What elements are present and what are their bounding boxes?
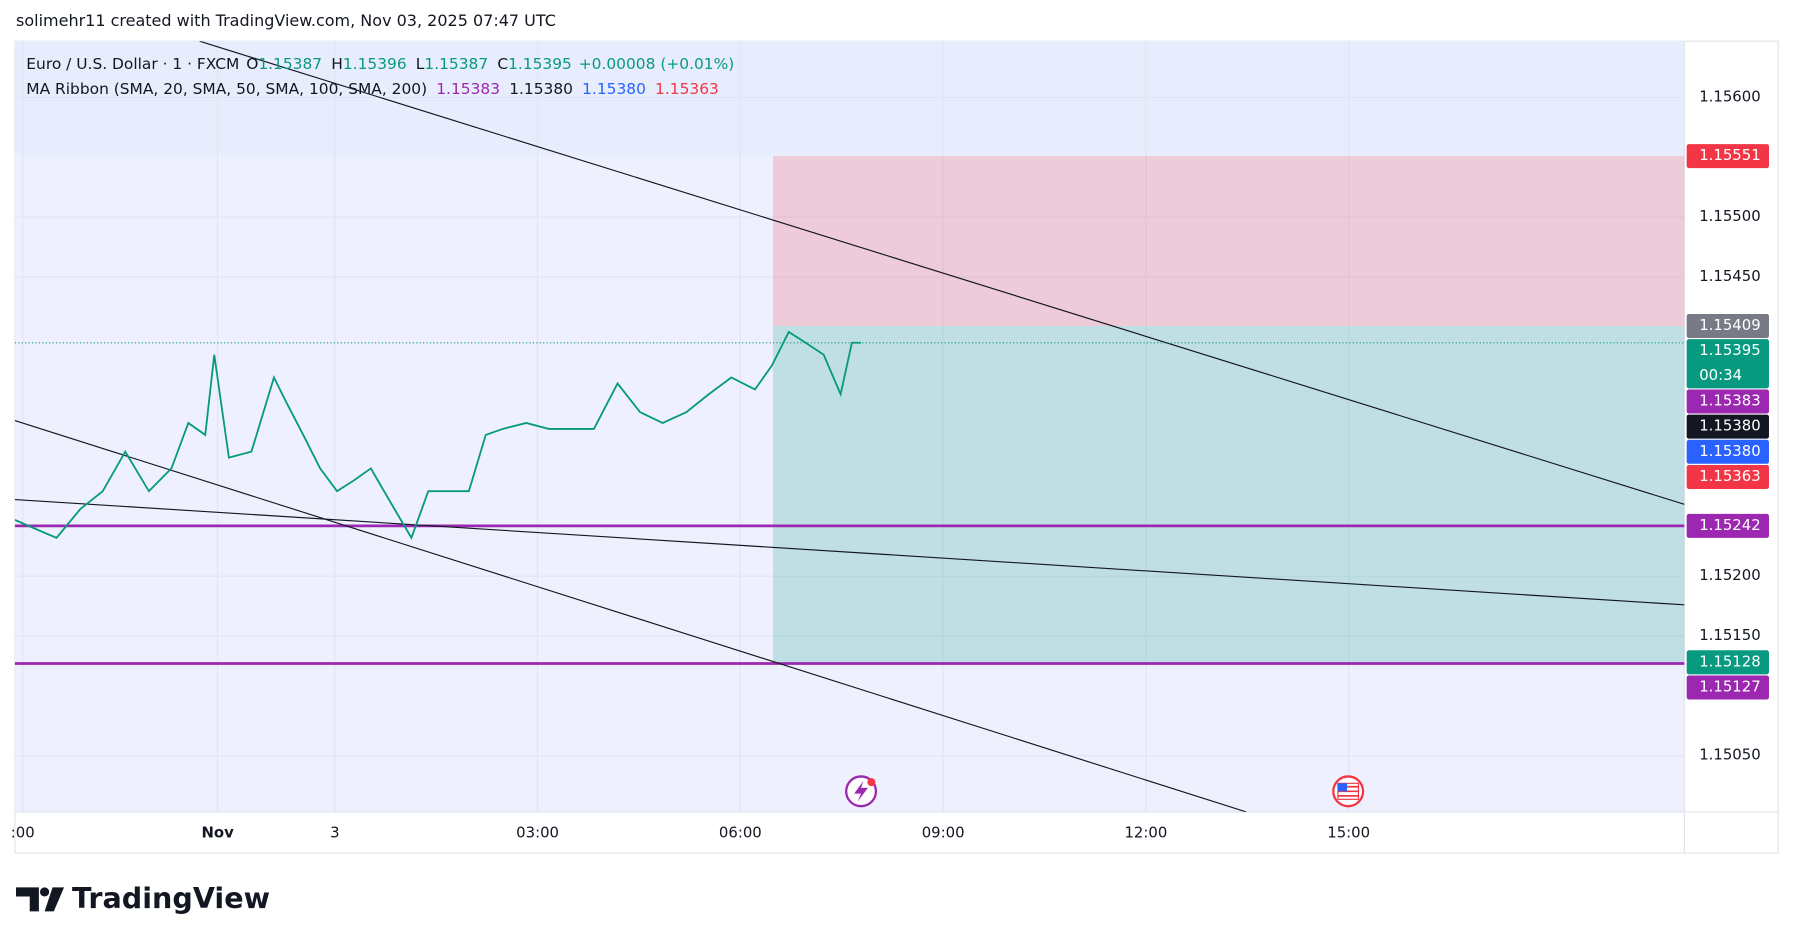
ohlc-key: H — [331, 55, 343, 73]
ohlc-value: 1.15395 — [508, 55, 572, 73]
header-title: solimehr11 created with TradingView.com,… — [16, 11, 556, 30]
x-tick-label: 3 — [330, 824, 339, 842]
x-tick-label: :00 — [11, 824, 35, 842]
price-tag: 1.15395 00:34 — [1686, 339, 1769, 389]
price-tag: 1.15551 — [1686, 144, 1769, 169]
legend-line: MA Ribbon (SMA, 20, SMA, 50, SMA, 100, S… — [26, 80, 719, 98]
price-tag: 1.15380 — [1686, 439, 1769, 464]
ma-value: 1.15380 — [509, 80, 573, 98]
ohlc-value: 1.15396 — [343, 55, 407, 73]
price-tag: 1.15242 — [1686, 513, 1769, 538]
price-tag-countdown: 00:34 — [1699, 366, 1742, 384]
x-tick-label: Nov — [201, 824, 234, 842]
ma-value: 1.15380 — [582, 80, 646, 98]
price-tag-box — [1686, 389, 1769, 414]
ohlc-value: 1.15387 — [258, 55, 322, 73]
ma-value: 1.15363 — [655, 80, 719, 98]
plot-highlight — [14, 41, 1685, 156]
event-icon[interactable] — [1332, 775, 1365, 808]
price-tag-label: 1.15380 — [1699, 417, 1760, 435]
price-tag: 1.15383 — [1686, 389, 1769, 414]
target-zone — [773, 326, 1685, 663]
trend-line — [199, 41, 1685, 505]
y-tick-label: 1.15200 — [1699, 566, 1760, 584]
x-tick-label: 03:00 — [516, 824, 559, 842]
brand-logo: TradingView — [16, 881, 270, 915]
ohlc-key: C — [497, 55, 508, 73]
y-tick-label: 1.15500 — [1699, 207, 1760, 225]
price-tag-box — [1686, 675, 1769, 700]
trend-line — [14, 420, 1247, 812]
legend-line: Euro / U.S. Dollar · 1 · FXCM O1.15387 H1.… — [26, 55, 734, 73]
price-tag-box — [1686, 439, 1769, 464]
ma-title: MA Ribbon (SMA, 20, SMA, 50, SMA, 100, S… — [26, 80, 427, 98]
price-tag-label: 1.15363 — [1699, 467, 1760, 485]
price-tag-label: 1.15551 — [1699, 146, 1760, 164]
price-tag-label: 1.15409 — [1699, 316, 1760, 334]
price-tag-label: 1.15127 — [1699, 677, 1760, 695]
price-line — [14, 330, 861, 540]
y-tick-label: 1.15150 — [1699, 626, 1760, 644]
price-tag: 1.15380 — [1686, 414, 1769, 439]
brand-name: TradingView — [72, 881, 270, 915]
price-tag-label: 1.15128 — [1699, 652, 1760, 670]
legend-change: +0.00008 (+0.01%) — [579, 55, 735, 73]
ohlc-key: O — [246, 55, 258, 73]
price-tag-label: 1.15383 — [1699, 391, 1760, 409]
y-tick-label: 1.15450 — [1699, 267, 1760, 285]
price-tag-box — [1686, 650, 1769, 675]
x-tick-label: 15:00 — [1327, 824, 1370, 842]
ma-value: 1.15383 — [436, 80, 500, 98]
price-tag: 1.15409 — [1686, 314, 1769, 339]
price-tag-label: 1.15380 — [1699, 442, 1760, 460]
price-tag: 1.15128 — [1686, 650, 1769, 675]
ohlc-key: L — [416, 55, 425, 73]
ohlc-value: 1.15387 — [424, 55, 488, 73]
x-tick-label: 09:00 — [922, 824, 965, 842]
legend-symbol: Euro / U.S. Dollar · 1 · FXCM — [26, 55, 239, 73]
y-tick-label: 1.15050 — [1699, 746, 1760, 764]
x-tick-label: 12:00 — [1124, 824, 1167, 842]
price-tag-box — [1686, 513, 1769, 538]
price-tag-box — [1686, 464, 1769, 489]
price-tag-label: 1.15242 — [1699, 516, 1760, 534]
price-tag-box — [1686, 144, 1769, 169]
event-icon[interactable] — [845, 775, 878, 808]
plot-area — [14, 41, 1685, 812]
price-tag: 1.15127 — [1686, 675, 1769, 700]
y-tick-label: 1.15600 — [1699, 87, 1760, 105]
trend-line — [14, 498, 1685, 606]
price-tag-label: 1.15395 — [1699, 341, 1760, 359]
price-tag-box — [1686, 339, 1769, 389]
stop-zone — [773, 156, 1685, 327]
price-tag: 1.15363 — [1686, 464, 1769, 489]
x-tick-label: 06:00 — [719, 824, 762, 842]
price-tag-box — [1686, 414, 1769, 439]
price-tag-box — [1686, 314, 1769, 339]
